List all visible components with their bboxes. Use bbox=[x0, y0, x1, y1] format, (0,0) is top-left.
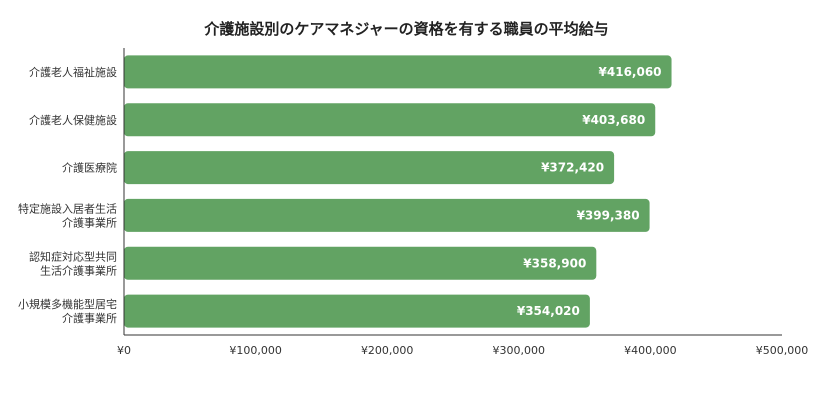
x-tick-label: ¥100,000 bbox=[229, 344, 282, 357]
category-label: 介護医療院 bbox=[62, 161, 117, 175]
bar-value-label: ¥358,900 bbox=[523, 256, 586, 270]
bar-value-label: ¥416,060 bbox=[599, 65, 662, 79]
x-tick-label: ¥500,000 bbox=[756, 344, 809, 357]
category-label: 認知症対応型共同 bbox=[29, 249, 117, 263]
category-label: 生活介護事業所 bbox=[40, 263, 117, 277]
bar bbox=[124, 151, 615, 185]
category-label: 小規模多機能型居宅 bbox=[18, 297, 117, 311]
bar-value-label: ¥399,380 bbox=[577, 208, 640, 222]
bar-value-label: ¥403,680 bbox=[582, 113, 645, 127]
chart-title: 介護施設別のケアマネジャーの資格を有する職員の平均給与 bbox=[204, 20, 609, 38]
x-tick-label: ¥0 bbox=[117, 344, 131, 357]
bar bbox=[124, 294, 590, 328]
category-label: 介護事業所 bbox=[62, 311, 117, 325]
x-tick-label: ¥400,000 bbox=[624, 344, 677, 357]
bar-value-label: ¥372,420 bbox=[541, 161, 604, 175]
bar bbox=[124, 103, 656, 137]
x-tick-label: ¥300,000 bbox=[493, 344, 546, 357]
bar bbox=[124, 246, 597, 280]
bar bbox=[124, 198, 650, 232]
bar bbox=[124, 55, 672, 89]
category-label: 介護老人福祉施設 bbox=[29, 65, 117, 79]
x-tick-label: ¥200,000 bbox=[361, 344, 414, 357]
category-label: 介護老人保健施設 bbox=[29, 113, 117, 127]
category-label: 介護事業所 bbox=[62, 215, 117, 229]
category-label: 特定施設入居者生活 bbox=[18, 201, 117, 215]
bar-value-label: ¥354,020 bbox=[517, 304, 580, 318]
